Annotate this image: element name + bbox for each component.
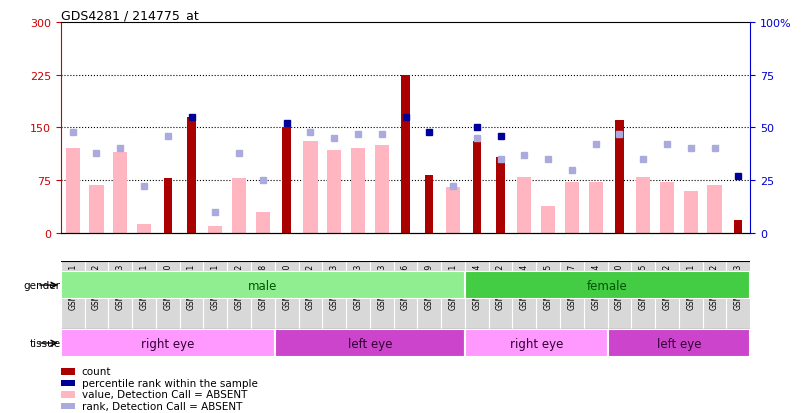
Bar (616, 121, 624, 233)
Bar (282, 128, 291, 233)
Bar (734, 221, 742, 233)
Bar (232, 178, 247, 233)
Text: GSM686963: GSM686963 (377, 263, 386, 309)
Bar (636, 177, 650, 233)
Bar (660, 183, 674, 233)
Bar (187, 117, 195, 233)
Text: GSM685601: GSM685601 (139, 263, 148, 309)
Text: GSM686961: GSM686961 (211, 263, 220, 309)
Bar (465, 329, 607, 357)
Text: GSM685651: GSM685651 (187, 263, 196, 309)
Text: GSM687003: GSM687003 (734, 263, 743, 309)
Bar (446, 188, 460, 233)
Bar (61, 403, 75, 409)
Text: GSM687004: GSM687004 (591, 263, 600, 309)
Text: GSM685475: GSM685475 (639, 263, 648, 309)
Text: tissue: tissue (30, 338, 61, 348)
Bar (61, 368, 75, 375)
Text: GSM685650: GSM685650 (163, 263, 172, 309)
Text: GSM686990: GSM686990 (282, 263, 291, 309)
Bar (351, 149, 365, 233)
Text: GSM685652: GSM685652 (663, 263, 672, 309)
Text: right eye: right eye (141, 337, 195, 350)
Text: GSM686989: GSM686989 (425, 263, 434, 309)
Bar (61, 329, 275, 357)
Text: GSM685470: GSM685470 (615, 263, 624, 309)
Bar (137, 225, 151, 233)
Bar (61, 271, 465, 299)
Text: GSM685471: GSM685471 (68, 263, 77, 309)
Bar (66, 149, 79, 233)
Text: GSM686985: GSM686985 (543, 263, 552, 309)
Bar (707, 185, 722, 233)
Text: GSM686988: GSM686988 (259, 263, 268, 309)
Text: GSM687002: GSM687002 (710, 263, 719, 309)
Bar (541, 206, 556, 233)
Bar (275, 329, 465, 357)
Text: GSM686962: GSM686962 (234, 263, 243, 309)
Text: male: male (248, 279, 277, 292)
Bar (255, 212, 270, 233)
Text: rank, Detection Call = ABSENT: rank, Detection Call = ABSENT (81, 401, 242, 411)
Bar (517, 177, 531, 233)
Text: GSM686984: GSM686984 (520, 263, 529, 309)
Text: GSM685602: GSM685602 (496, 263, 505, 309)
Text: left eye: left eye (348, 337, 392, 350)
Bar (401, 75, 410, 233)
Bar (607, 329, 750, 357)
Text: GSM685473: GSM685473 (116, 263, 125, 309)
Text: gender: gender (24, 280, 61, 290)
Bar (465, 271, 750, 299)
Bar (425, 176, 433, 233)
Text: right eye: right eye (509, 337, 563, 350)
Text: GSM687001: GSM687001 (686, 263, 695, 309)
Text: count: count (81, 367, 111, 377)
Text: GSM686991: GSM686991 (448, 263, 457, 309)
Text: GSM685472: GSM685472 (92, 263, 101, 309)
Bar (113, 152, 127, 233)
Text: female: female (587, 279, 628, 292)
Bar (303, 142, 318, 233)
Bar (208, 226, 222, 233)
Bar (89, 185, 104, 233)
Text: GSM685603: GSM685603 (354, 263, 363, 309)
Text: GSM685522: GSM685522 (306, 263, 315, 309)
Bar (684, 191, 698, 233)
Text: GSM686986: GSM686986 (401, 263, 410, 309)
Text: left eye: left eye (657, 337, 702, 350)
Text: GSM685474: GSM685474 (472, 263, 481, 309)
Bar (564, 183, 579, 233)
Bar (473, 142, 481, 233)
Text: percentile rank within the sample: percentile rank within the sample (81, 378, 257, 388)
Text: GDS4281 / 214775_at: GDS4281 / 214775_at (61, 9, 199, 21)
Text: value, Detection Call = ABSENT: value, Detection Call = ABSENT (81, 389, 247, 399)
Text: GSM685523: GSM685523 (330, 263, 339, 309)
Bar (589, 183, 603, 233)
Bar (164, 178, 172, 233)
Bar (61, 380, 75, 387)
Bar (496, 157, 504, 233)
Text: GSM686987: GSM686987 (568, 263, 577, 309)
Bar (375, 146, 388, 233)
Bar (327, 150, 341, 233)
Bar (61, 391, 75, 398)
